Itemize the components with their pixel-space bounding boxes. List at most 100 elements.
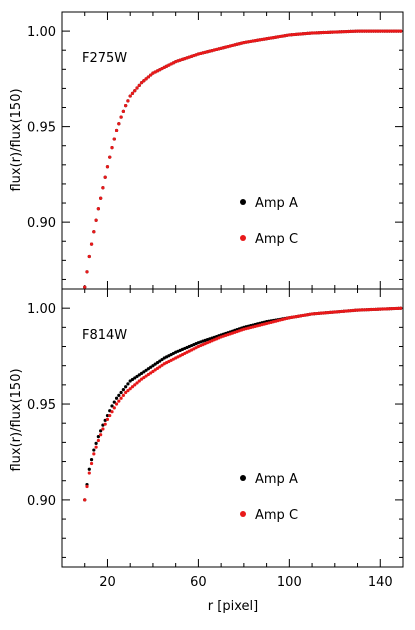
data-point-amp-c: [119, 115, 123, 119]
data-point-amp-a: [124, 385, 128, 389]
data-point-amp-c: [374, 307, 378, 311]
data-point-amp-a: [121, 388, 125, 392]
data-point-amp-c: [385, 307, 389, 311]
data-point-amp-c: [374, 29, 378, 33]
data-point-amp-c: [312, 31, 316, 35]
data-point-amp-c: [119, 396, 123, 400]
data-point-amp-c: [114, 128, 119, 133]
data-point-amp-c: [121, 109, 125, 113]
data-point-amp-c: [114, 402, 119, 406]
data-point-amp-c: [315, 31, 319, 35]
data-point-amp-a: [139, 371, 144, 375]
data-point-amp-c: [128, 387, 132, 391]
data-point-amp-c: [133, 383, 137, 387]
data-point-amp-c: [367, 29, 371, 33]
data-point-amp-c: [96, 438, 100, 443]
legend-top-amp-a-marker: [240, 199, 246, 205]
data-point-amp-a: [158, 359, 162, 363]
data-point-amp-a: [135, 374, 139, 379]
data-point-amp-c: [385, 29, 389, 33]
data-point-amp-c: [399, 29, 403, 33]
legend-bottom-amp-a-label: Amp A: [255, 472, 298, 487]
data-point-amp-c: [353, 29, 357, 33]
data-point-amp-c: [394, 29, 398, 33]
x-tick-label: 20: [99, 575, 116, 590]
data-point-amp-c: [108, 155, 112, 159]
data-point-amp-c: [330, 30, 335, 34]
legend-top-amp-a-label: Amp A: [255, 196, 298, 211]
data-point-amp-a: [146, 367, 150, 371]
data-point-amp-a: [119, 390, 123, 395]
y-tick-label: 0.95: [27, 121, 56, 136]
data-point-amp-a: [149, 365, 153, 369]
data-point-amp-c: [139, 377, 144, 381]
data-point-amp-c: [351, 29, 355, 33]
x-tick-label: 100: [277, 575, 302, 590]
data-point-amp-c: [158, 365, 162, 369]
y-tick-label: 1.00: [27, 302, 56, 317]
data-point-amp-c: [89, 242, 94, 246]
x-tick-label: 140: [368, 575, 393, 590]
data-point-amp-c: [390, 307, 394, 311]
data-point-amp-c: [101, 427, 105, 431]
data-point-amp-a: [142, 370, 146, 374]
y-axis-title-bottom: flux(r)/flux(150): [9, 368, 24, 471]
data-point-amp-c: [328, 30, 332, 34]
data-point-amp-c: [124, 390, 128, 395]
data-point-amp-a: [110, 404, 114, 408]
data-point-amp-c: [344, 29, 348, 34]
data-point-amp-a: [137, 373, 141, 377]
data-point-amp-c: [130, 91, 135, 95]
legend-top-amp-c-marker: [240, 235, 246, 241]
data-point-amp-c: [365, 308, 369, 312]
data-point-amp-c: [99, 433, 103, 437]
data-point-amp-c: [160, 363, 164, 367]
data-point-amp-c: [365, 29, 369, 33]
data-point-amp-c: [340, 30, 344, 34]
data-point-amp-c: [133, 89, 137, 93]
data-point-amp-c: [92, 230, 96, 234]
data-point-amp-c: [87, 471, 91, 475]
data-point-amp-c: [310, 31, 314, 35]
y-tick-label: 1.00: [27, 25, 56, 40]
panel-top-label: F275W: [82, 51, 127, 66]
data-point-amp-c: [112, 406, 116, 410]
data-point-amp-c: [112, 137, 116, 141]
data-point-amp-c: [355, 308, 360, 312]
data-point-amp-c: [360, 29, 364, 33]
y-tick-label: 0.95: [27, 398, 56, 413]
panel-bottom-frame: [61, 288, 404, 568]
data-point-amp-c: [333, 30, 337, 34]
data-point-amp-c: [399, 306, 403, 310]
data-point-amp-c: [380, 307, 385, 311]
data-point-amp-a: [99, 429, 103, 433]
data-point-amp-a: [117, 393, 121, 398]
data-point-amp-c: [137, 379, 141, 383]
data-point-amp-c: [317, 31, 321, 35]
data-point-amp-a: [128, 379, 132, 383]
data-point-amp-a: [160, 357, 164, 362]
data-point-amp-c: [346, 29, 351, 34]
data-point-amp-a: [144, 368, 148, 372]
data-point-amp-a: [89, 458, 94, 462]
data-point-amp-c: [139, 81, 144, 85]
data-point-amp-c: [390, 29, 394, 33]
data-point-amp-a: [133, 376, 137, 380]
data-point-amp-c: [144, 77, 148, 81]
data-point-amp-c: [137, 83, 141, 87]
data-point-amp-c: [126, 389, 130, 393]
data-point-amp-c: [121, 393, 125, 398]
data-point-amp-c: [142, 375, 146, 380]
data-point-amp-c: [105, 165, 110, 169]
data-point-amp-a: [112, 400, 116, 404]
data-point-amp-a: [92, 448, 96, 452]
data-point-amp-c: [135, 381, 139, 385]
data-point-amp-c: [337, 30, 341, 34]
data-point-amp-c: [358, 29, 362, 33]
y-axis-title-top: flux(r)/flux(150): [9, 88, 24, 191]
data-point-amp-c: [126, 99, 130, 103]
y-tick-label: 0.90: [27, 494, 56, 509]
legend-bottom-amp-c-label: Amp C: [255, 508, 298, 523]
data-point-amp-c: [362, 308, 366, 312]
